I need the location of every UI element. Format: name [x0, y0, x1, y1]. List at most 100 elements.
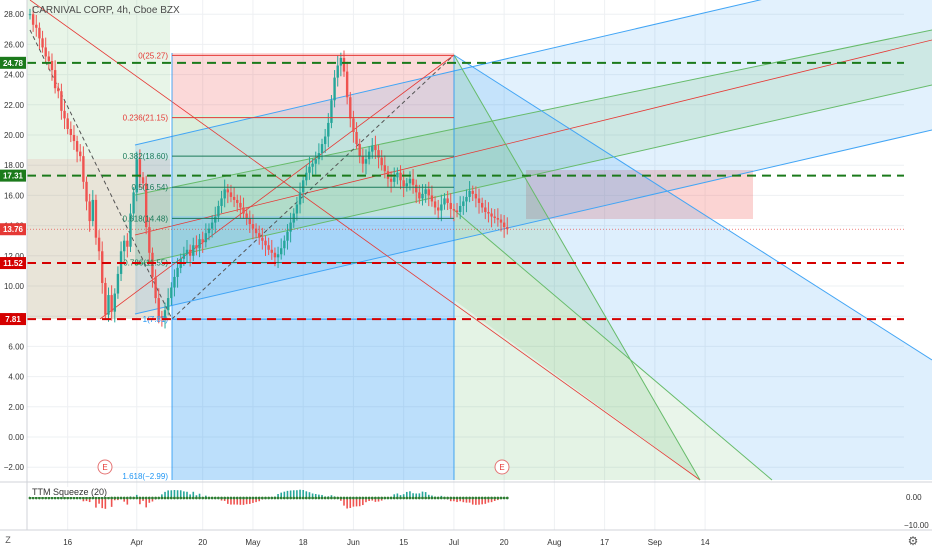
squeeze-dot [257, 496, 261, 500]
candle-body [110, 295, 113, 312]
candle-body [44, 47, 47, 57]
squeeze-dot [132, 496, 136, 500]
candle-body [50, 61, 54, 71]
time-tick-label: 20 [500, 538, 509, 547]
squeeze-dot [304, 496, 308, 500]
squeeze-dot [169, 496, 173, 500]
squeeze-dot [103, 496, 107, 500]
candle-body [280, 248, 283, 255]
squeeze-dot [34, 496, 38, 500]
squeeze-dot [201, 496, 205, 500]
candle-body [261, 237, 264, 241]
squeeze-dot [433, 496, 437, 500]
candle-body [148, 227, 151, 253]
earnings-marker[interactable] [494, 459, 510, 475]
zoom-button[interactable]: Z [5, 535, 11, 545]
squeeze-dot [60, 496, 63, 500]
squeeze-dot [276, 496, 280, 500]
price-badge-label: 24.78 [3, 59, 24, 68]
candle-body [160, 316, 164, 318]
candle-body [342, 57, 346, 72]
channel-median [134, 39, 932, 236]
gear-icon[interactable]: ⚙ [907, 534, 919, 548]
squeeze-dot [88, 496, 92, 500]
earnings-marker-label: E [499, 463, 504, 472]
down-fork-upper [454, 55, 932, 480]
squeeze-dot [173, 496, 176, 500]
candle-body [116, 273, 120, 294]
candle-body [79, 151, 82, 157]
squeeze-dot [499, 496, 503, 500]
squeeze-dot [380, 496, 384, 500]
candle-body [41, 38, 44, 48]
candle-body [471, 190, 474, 194]
candle-body [333, 77, 336, 101]
indicator-tick: 0.00 [906, 493, 922, 502]
candle-body [101, 251, 104, 283]
candle-body [126, 240, 129, 247]
squeeze-dot [144, 496, 148, 500]
price-tick-label: 2.00 [8, 403, 24, 412]
squeeze-dot [392, 496, 396, 500]
candle-body [214, 216, 217, 223]
squeeze-dot [217, 496, 220, 500]
squeeze-dot [47, 496, 51, 500]
squeeze-dot [270, 496, 274, 500]
squeeze-dot [430, 496, 434, 500]
price-badge [0, 56, 26, 69]
candle-body [474, 193, 478, 199]
candle-body [185, 249, 189, 255]
squeeze-dot [292, 496, 296, 500]
squeeze-dot [352, 496, 355, 500]
squeeze-dot [295, 496, 299, 500]
squeeze-dot [436, 496, 440, 500]
squeeze-dot [374, 496, 377, 500]
candle-body [138, 159, 142, 178]
candle-body [301, 180, 305, 193]
price-tick-label: −2.00 [4, 463, 25, 472]
squeeze-dot [138, 496, 142, 500]
candle-body [157, 298, 160, 317]
fib-level-label: 0.786(11.55) [123, 259, 168, 268]
fib-level-label: 1.618(−2.99) [122, 472, 168, 481]
candle-body [427, 189, 430, 196]
candle-body [405, 183, 408, 187]
price-badge-label: 11.52 [3, 259, 23, 268]
candle-body [506, 227, 509, 230]
fib-level-label: 0.236(21.15) [123, 114, 169, 123]
time-tick-label: 16 [63, 538, 72, 547]
chart-title: CARNIVAL CORP, 4h, Cboe BZX [32, 5, 180, 16]
candle-body [75, 141, 79, 152]
squeeze-dot [254, 496, 258, 500]
squeeze-dot [179, 496, 183, 500]
candle-body [327, 122, 330, 137]
candle-body [399, 172, 402, 181]
candle-body [151, 252, 154, 277]
candle-body [496, 218, 500, 220]
squeeze-dot [63, 496, 66, 500]
candle-body [166, 298, 170, 311]
squeeze-dot [207, 496, 211, 500]
squeeze-dot [465, 496, 468, 500]
squeeze-dot [496, 496, 500, 500]
earnings-marker[interactable] [97, 459, 113, 475]
squeeze-dot [282, 496, 286, 500]
candle-body [60, 91, 63, 111]
candle-body [63, 110, 66, 119]
fib-level-label: 0.5(16.54) [132, 183, 169, 192]
squeeze-dot [226, 496, 230, 500]
candle-body [458, 205, 462, 213]
time-tick-label: 14 [701, 538, 710, 547]
squeeze-dot [286, 496, 289, 500]
candle-body [28, 14, 32, 16]
price-tick-label: 20.00 [4, 131, 25, 140]
squeeze-dot [185, 496, 189, 500]
candle-body [323, 136, 327, 145]
squeeze-dot [195, 496, 198, 500]
squeeze-dot [176, 496, 179, 500]
squeeze-dot [107, 496, 110, 500]
squeeze-dot [154, 496, 158, 500]
candle-body [85, 181, 88, 202]
